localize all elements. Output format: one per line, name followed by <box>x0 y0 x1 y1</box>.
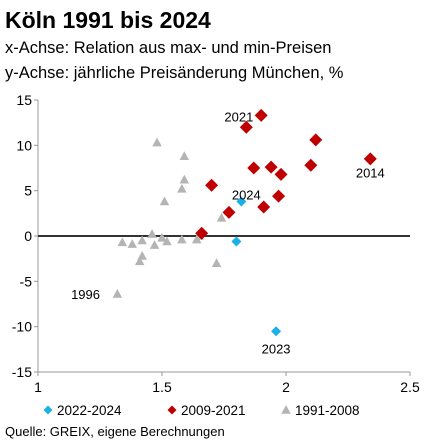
point-2009-2021 <box>309 133 323 147</box>
point-1991-2008 <box>127 239 137 248</box>
point-2009-2021 <box>247 161 261 175</box>
point-2009-2021 <box>222 205 236 219</box>
annotation-label: 2021 <box>224 109 253 124</box>
y-tick-label: -15 <box>12 364 32 380</box>
point-2009-2021 <box>363 152 377 166</box>
point-1991-2008 <box>179 174 190 184</box>
point-2009-2021 <box>195 226 209 240</box>
point-1991-2008 <box>159 196 170 206</box>
legend-label: 1991-2008 <box>295 403 360 418</box>
annotation-label: 1996 <box>71 287 100 302</box>
point-1991-2008 <box>216 212 227 222</box>
point-1991-2008 <box>157 232 167 242</box>
point-1991-2008 <box>177 234 187 244</box>
point-2009-2021 <box>274 167 288 181</box>
y-tick-label: 15 <box>16 92 32 108</box>
legend-marker-1991-2008 <box>281 405 291 414</box>
point-1991-2008 <box>149 240 160 249</box>
x-tick-label: 1 <box>34 379 42 395</box>
point-1991-2008 <box>211 258 222 267</box>
point-1991-2008 <box>179 151 190 160</box>
annotations: 2021 2024 2014 1996 2023 <box>71 109 385 356</box>
chart-subtitle-x: x-Achse: Relation aus max- und min-Preis… <box>5 39 331 57</box>
point-2009-2021 <box>205 178 219 192</box>
legend-label: 2022-2024 <box>57 403 122 418</box>
point-1991-2008 <box>152 137 162 147</box>
x-tick-label: 2 <box>282 379 290 395</box>
point-2022-2024 <box>271 326 282 337</box>
y-tick-label: 10 <box>16 137 32 153</box>
point-2022-2024 <box>236 196 247 207</box>
x-tick-label: 2.5 <box>400 379 420 395</box>
legend-label: 2009-2021 <box>181 403 246 418</box>
chart-subtitle-y: y-Achse: jährliche Preisänderung München… <box>5 64 344 82</box>
point-2009-2021 <box>239 120 253 134</box>
point-1991-2008 <box>117 237 128 247</box>
legend-marker-2009-2021 <box>167 405 177 415</box>
y-tick-label: -10 <box>12 319 32 335</box>
y-tick-label: 0 <box>24 228 32 244</box>
point-1991-2008 <box>147 229 157 238</box>
point-1991-2008 <box>177 183 187 193</box>
point-2009-2021 <box>264 160 278 174</box>
point-2009-2021 <box>304 158 318 172</box>
point-1991-2008 <box>162 236 172 246</box>
annotation-label: 2023 <box>262 341 291 356</box>
y-tick-label: 5 <box>24 183 32 199</box>
annotation-label: 2024 <box>232 187 261 202</box>
point-2009-2021 <box>254 108 268 122</box>
x-tick-label: 1.5 <box>152 379 172 395</box>
point-1991-2008 <box>137 250 147 260</box>
legend: 2022-2024 2009-2021 1991-2008 <box>43 403 360 418</box>
data-marks <box>112 108 377 337</box>
chart-title: Köln 1991 bis 2024 <box>5 7 211 33</box>
axis-ticks: 15 10 5 0 -5 -10 -151 1.5 2 2.5 <box>12 92 420 395</box>
point-2022-2024 <box>231 236 242 247</box>
source-note: Quelle: GREIX, eigene Berechnungen <box>5 424 225 439</box>
point-2009-2021 <box>272 189 286 203</box>
y-tick-label: -5 <box>20 273 33 289</box>
legend-marker-2022-2024 <box>43 405 53 415</box>
point-2009-2021 <box>257 200 271 214</box>
plot-frame <box>37 100 410 373</box>
point-1991-2008 <box>134 256 145 266</box>
point-1991-2008 <box>112 289 123 298</box>
point-1991-2008 <box>137 235 147 245</box>
annotation-label: 2014 <box>356 166 385 181</box>
